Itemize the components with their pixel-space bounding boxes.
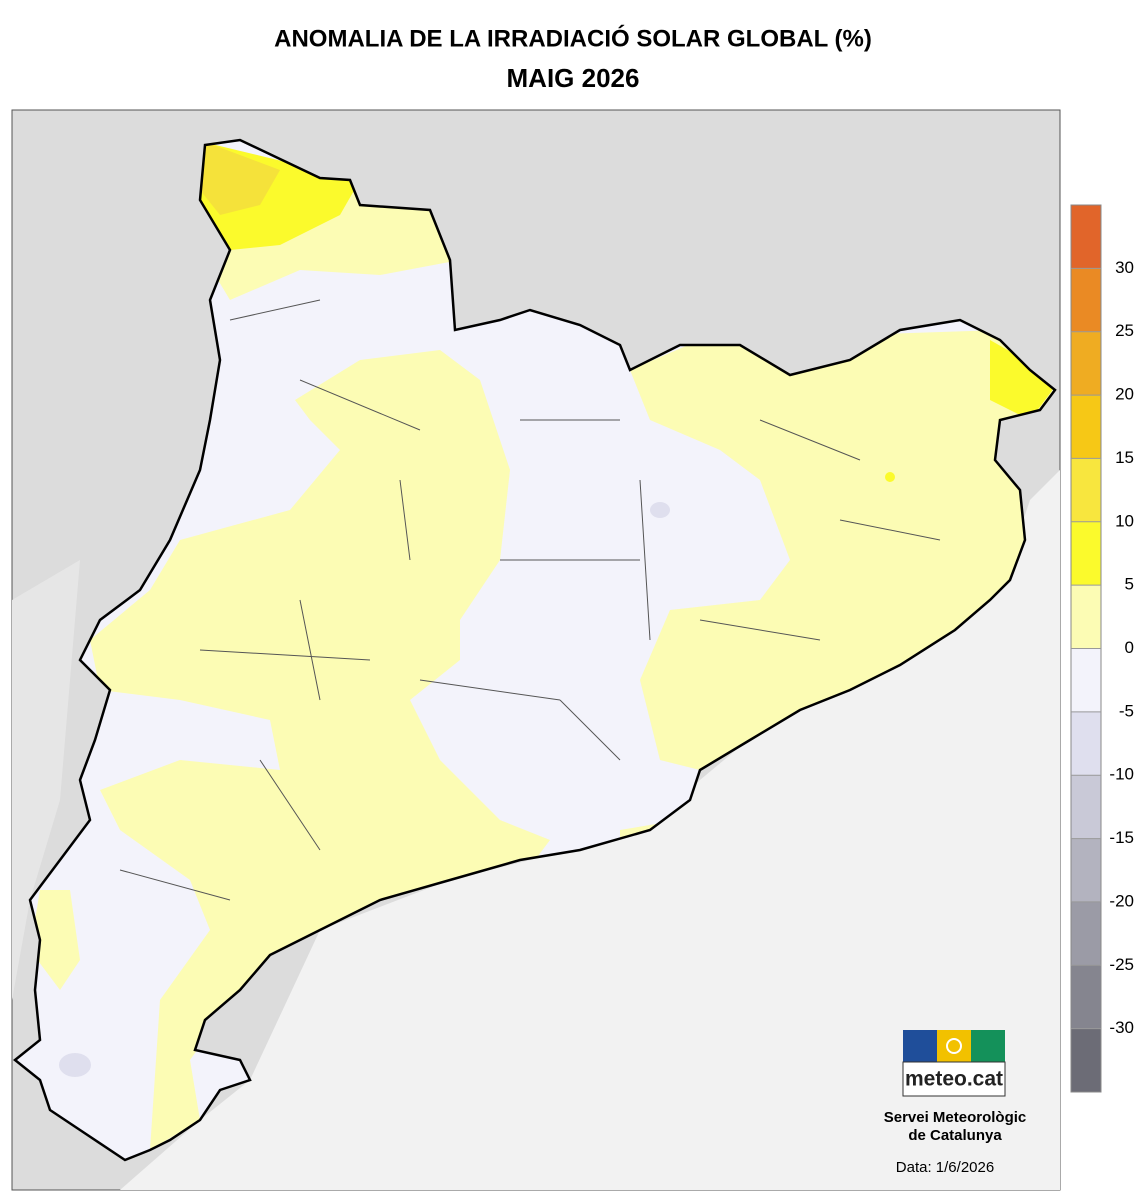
logo-sun xyxy=(946,1038,962,1054)
date: Data: 1/6/2026 xyxy=(896,1159,994,1176)
colorbar-label: 25 xyxy=(1115,321,1134,340)
logo-tile xyxy=(937,1030,971,1062)
colorbar-label: -20 xyxy=(1109,891,1134,910)
logo-text: meteo.cat xyxy=(905,1068,1003,1091)
colorbar-label: -5 xyxy=(1119,701,1134,720)
colorbar: 30 25 20 15 10 5 0 -5 -10 -15 -20 -25 -30 xyxy=(1070,204,1134,1093)
colorbar-band xyxy=(1071,585,1101,649)
colorbar-band xyxy=(1071,965,1101,1029)
colorbar-band xyxy=(1071,838,1101,902)
colorbar-band xyxy=(1071,205,1101,269)
colorbar-label: 15 xyxy=(1115,448,1134,467)
field-blue xyxy=(650,502,670,518)
colorbar-band xyxy=(1071,268,1101,332)
colorbar-band xyxy=(1071,711,1101,776)
colorbar-label: 0 xyxy=(1125,638,1134,657)
colorbar-band xyxy=(1071,775,1101,839)
colorbar-label: -15 xyxy=(1109,828,1134,847)
field-yellow xyxy=(990,340,1055,420)
map-subtitle: MAIG 2026 xyxy=(507,63,640,93)
colorbar-label: 20 xyxy=(1115,385,1134,404)
field-yellow xyxy=(885,472,895,482)
colorbar-band xyxy=(1071,901,1101,966)
field-yellow xyxy=(630,330,1055,770)
colorbar-band xyxy=(1071,395,1101,459)
field-yellow xyxy=(30,890,80,990)
colorbar-band xyxy=(1071,648,1101,712)
colorbar-label: -30 xyxy=(1109,1018,1134,1037)
sea xyxy=(120,470,1060,1190)
field-blue xyxy=(59,1053,91,1077)
colorbar-label: -25 xyxy=(1109,955,1134,974)
agency-line: Servei Meteorològic xyxy=(884,1109,1027,1126)
logo-box xyxy=(902,1061,1006,1097)
colorbar-label: -10 xyxy=(1109,765,1134,784)
colorbar-label: 5 xyxy=(1125,575,1134,594)
colorbar-band xyxy=(1071,331,1101,396)
field-yellow xyxy=(200,140,280,215)
colorbar-label: 30 xyxy=(1115,258,1134,277)
county-border xyxy=(119,299,941,901)
colorbar-label: 10 xyxy=(1115,511,1134,530)
logo-tile xyxy=(903,1030,937,1062)
terrain xyxy=(12,560,80,1000)
map-title: ANOMALIA DE LA IRRADIACIÓ SOLAR GLOBAL (… xyxy=(274,24,872,52)
field-yellow xyxy=(90,350,550,1150)
agency-line: de Catalunya xyxy=(908,1127,1002,1144)
logo-tile xyxy=(971,1030,1005,1062)
colorbar-band xyxy=(1071,1028,1101,1092)
colorbar-band xyxy=(1071,521,1101,586)
colorbar-band xyxy=(1071,458,1101,522)
logo: meteo.cat xyxy=(902,1030,1006,1097)
